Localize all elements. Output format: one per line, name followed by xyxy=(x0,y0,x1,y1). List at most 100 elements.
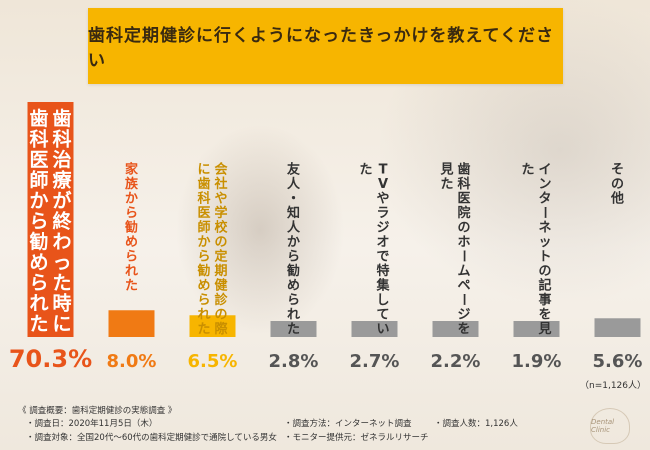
svg-text:イ: イ xyxy=(538,162,551,177)
bar-3 xyxy=(270,321,317,337)
question-banner: 歯科定期健診に行くようになったきっかけを教えてください xyxy=(88,8,563,84)
svg-text:て: て xyxy=(376,307,389,322)
bar-5 xyxy=(432,321,479,337)
svg-text:や: や xyxy=(376,191,389,206)
svg-text:人: 人 xyxy=(287,219,301,235)
svg-text:た: た xyxy=(125,278,138,293)
svg-text:わ: わ xyxy=(52,231,71,253)
notes-provider: ・モニター提供元：ゼネラルリサーチ xyxy=(284,433,429,443)
notes-method: ・調査方法：インターネット調査 xyxy=(284,419,412,429)
svg-text:の: の xyxy=(214,307,227,322)
value-label-2: 6.5% xyxy=(188,351,238,372)
svg-text:歯: 歯 xyxy=(29,107,48,130)
svg-text:ら: ら xyxy=(125,206,138,221)
notes-count: ・調査人数：1,126人 xyxy=(434,419,518,429)
svg-text:が: が xyxy=(52,189,71,212)
svg-text:の: の xyxy=(611,177,624,192)
bar-0 xyxy=(27,102,74,337)
svg-text:院: 院 xyxy=(457,205,470,221)
svg-text:の: の xyxy=(214,235,227,250)
svg-text:た: た xyxy=(197,322,210,337)
svg-text:た: た xyxy=(521,162,534,177)
notes-heading: 《 調査概要：歯科定期健診の実態調査 》 xyxy=(18,406,177,416)
bar-chart: 歯科治療が終わった時に歯科医師から勧められた70.3%家族から勧められた8.0%… xyxy=(9,102,642,373)
svg-text:際: 際 xyxy=(214,321,228,337)
svg-text:知: 知 xyxy=(287,205,300,221)
svg-text:れ: れ xyxy=(125,264,138,279)
svg-text:い: い xyxy=(376,322,389,337)
svg-text:ら: ら xyxy=(29,210,48,232)
svg-text:集: 集 xyxy=(375,277,390,293)
svg-text:社: 社 xyxy=(213,176,227,192)
svg-text:特: 特 xyxy=(376,263,389,279)
svg-text:ジ: ジ xyxy=(457,307,470,322)
bar-7 xyxy=(594,318,641,337)
svg-text:め: め xyxy=(287,278,300,293)
svg-text:診: 診 xyxy=(214,292,228,308)
svg-text:家: 家 xyxy=(125,161,139,177)
svg-text:科: 科 xyxy=(457,176,470,192)
svg-text:た: た xyxy=(287,322,300,337)
svg-text:に: に xyxy=(197,162,210,177)
svg-text:っ: っ xyxy=(52,251,71,273)
svg-text:ら: ら xyxy=(125,249,138,264)
svg-text:ら: ら xyxy=(287,293,300,308)
svg-text:た: た xyxy=(29,313,48,335)
svg-text:ホ: ホ xyxy=(457,235,470,250)
svg-text:終: 終 xyxy=(52,209,72,232)
svg-text:し: し xyxy=(376,293,389,308)
svg-text:V: V xyxy=(378,177,388,192)
svg-text:れ: れ xyxy=(197,307,210,322)
value-label-1: 8.0% xyxy=(107,351,157,372)
svg-text:を: を xyxy=(538,307,551,322)
svg-text:族: 族 xyxy=(125,176,139,192)
svg-text:・: ・ xyxy=(287,191,300,206)
svg-text:科: 科 xyxy=(52,127,71,150)
svg-text:ー: ー xyxy=(537,206,552,219)
svg-text:そ: そ xyxy=(611,162,624,177)
svg-text:オ: オ xyxy=(376,235,389,250)
svg-text:歯: 歯 xyxy=(457,161,470,177)
svg-text:時: 時 xyxy=(52,292,71,314)
svg-text:見: 見 xyxy=(439,162,453,177)
svg-text:タ: タ xyxy=(538,191,551,206)
svg-text:師: 師 xyxy=(29,168,48,191)
svg-text:の: の xyxy=(538,264,551,279)
svg-text:ム: ム xyxy=(457,264,470,279)
svg-text:か: か xyxy=(287,235,300,250)
svg-text:ら: ら xyxy=(287,249,300,264)
svg-text:ラ: ラ xyxy=(376,206,389,221)
value-label-6: 1.9% xyxy=(512,351,562,372)
svg-text:科: 科 xyxy=(197,190,210,206)
svg-text:を: を xyxy=(457,322,470,337)
svg-text:か: か xyxy=(197,235,210,250)
value-label-0: 70.3% xyxy=(9,345,92,373)
svg-text:療: 療 xyxy=(52,168,72,191)
svg-text:記: 記 xyxy=(538,277,551,293)
svg-text:に: に xyxy=(52,313,71,335)
svg-text:の: の xyxy=(457,220,470,235)
svg-text:た: た xyxy=(52,272,71,294)
svg-text:ら: ら xyxy=(197,293,210,308)
svg-text:健: 健 xyxy=(214,277,227,293)
svg-text:で: で xyxy=(376,249,389,264)
svg-text:校: 校 xyxy=(214,219,228,235)
svg-text:ー: ー xyxy=(456,249,471,262)
svg-text:会: 会 xyxy=(214,161,228,177)
bar-4 xyxy=(351,321,398,337)
value-label-5: 2.2% xyxy=(431,351,481,372)
svg-text:め: め xyxy=(29,251,48,273)
svg-text:勧: 勧 xyxy=(196,263,210,279)
svg-text:人: 人 xyxy=(287,176,301,192)
svg-text:れ: れ xyxy=(287,307,300,322)
svg-text:T: T xyxy=(379,162,388,177)
svg-text:ら: ら xyxy=(29,272,48,294)
svg-text:め: め xyxy=(197,278,210,293)
svg-text:ら: ら xyxy=(197,249,210,264)
svg-text:ン: ン xyxy=(538,177,551,192)
svg-text:ジ: ジ xyxy=(376,220,389,235)
svg-text:師: 師 xyxy=(197,219,210,235)
